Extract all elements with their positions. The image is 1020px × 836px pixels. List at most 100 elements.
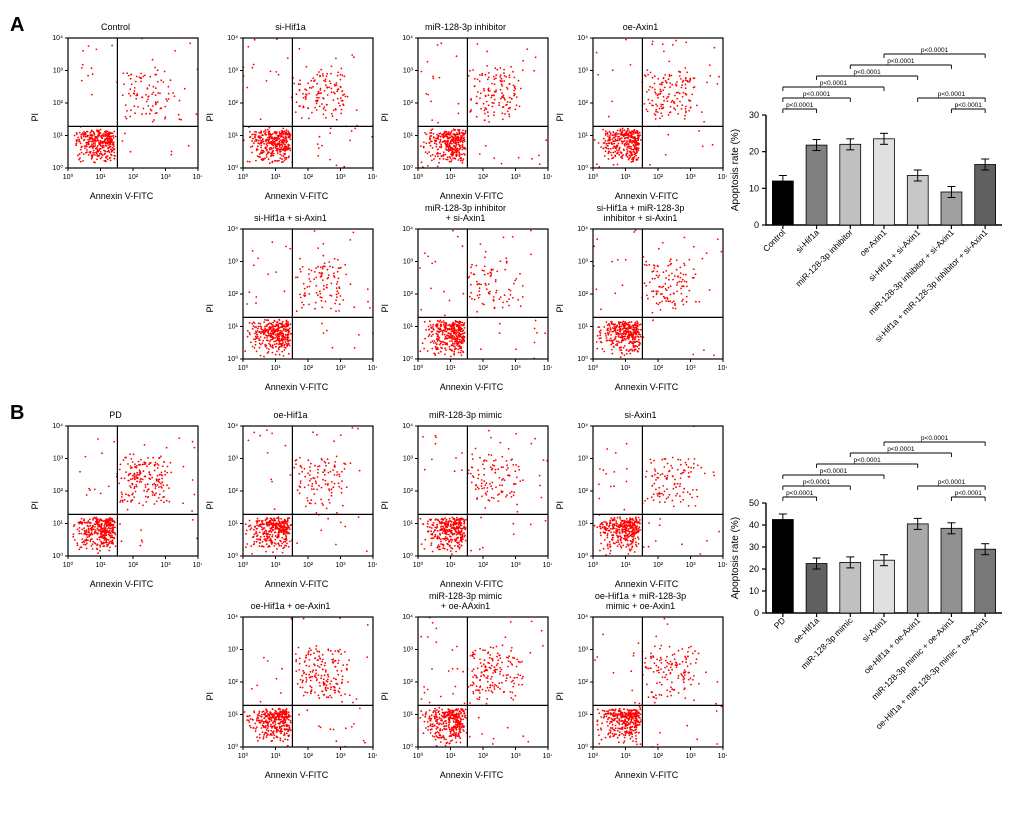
svg-text:10³: 10³ — [52, 68, 63, 75]
svg-text:p<0.0001: p<0.0001 — [786, 102, 814, 109]
svg-text:10⁰: 10⁰ — [412, 173, 423, 181]
svg-text:10¹: 10¹ — [52, 133, 63, 140]
svg-text:10⁴: 10⁴ — [227, 226, 238, 233]
svg-text:10³: 10³ — [227, 259, 238, 266]
panel-b-label: B — [10, 402, 28, 425]
x-axis-label: Annexin V-FITC — [440, 770, 504, 780]
scatter-cell: miR-128-3p inhibitor PI 10⁰10⁰10¹10¹10²1… — [378, 10, 553, 201]
svg-text:10³: 10³ — [335, 174, 346, 181]
svg-text:10³: 10³ — [160, 562, 171, 569]
x-axis-label: Annexin V-FITC — [440, 579, 504, 589]
svg-text:10²: 10² — [52, 488, 63, 495]
scatter-cell: oe-Axin1 PI 10⁰10⁰10¹10¹10²10²10³10³10⁴1… — [553, 10, 728, 201]
svg-text:10²: 10² — [227, 291, 238, 298]
scatter-title: oe-Hif1a + miR-128-3p mimic + oe-Axin1 — [595, 589, 686, 611]
svg-text:10¹: 10¹ — [402, 324, 413, 331]
svg-text:10⁰: 10⁰ — [577, 164, 588, 172]
scatter-cell: Control PI 10⁰10⁰10¹10¹10²10²10³10³10⁴10… — [28, 10, 203, 201]
svg-text:p<0.0001: p<0.0001 — [887, 58, 915, 65]
scatter-plot: 10⁰10⁰10¹10¹10²10²10³10³10⁴10⁴ — [217, 422, 377, 578]
svg-text:10¹: 10¹ — [402, 133, 413, 140]
svg-text:10³: 10³ — [335, 365, 346, 372]
svg-text:10³: 10³ — [510, 174, 521, 181]
svg-text:10¹: 10¹ — [577, 324, 588, 331]
scatter-plot: 10⁰10⁰10¹10¹10²10²10³10³10⁴10⁴ — [217, 225, 377, 381]
svg-text:10⁴: 10⁴ — [402, 226, 413, 233]
scatter-title: miR-128-3p inhibitor + si-Axin1 — [425, 201, 506, 223]
x-axis-label: Annexin V-FITC — [615, 770, 679, 780]
svg-text:10²: 10² — [302, 174, 313, 181]
scatter-title: miR-128-3p mimic — [429, 398, 502, 420]
svg-text:10²: 10² — [127, 562, 138, 569]
y-axis-label: PI — [205, 501, 215, 510]
scatter-title: oe-Axin1 — [623, 10, 659, 32]
svg-text:10³: 10³ — [577, 259, 588, 266]
svg-text:10²: 10² — [302, 365, 313, 372]
scatter-cell: si-Hif1a PI 10⁰10⁰10¹10¹10²10²10³10³10⁴1… — [203, 10, 378, 201]
svg-text:10²: 10² — [227, 100, 238, 107]
svg-text:10³: 10³ — [160, 174, 171, 181]
svg-text:10⁰: 10⁰ — [52, 552, 63, 560]
svg-text:10⁴: 10⁴ — [367, 365, 376, 372]
svg-text:10¹: 10¹ — [620, 174, 631, 181]
svg-text:10⁰: 10⁰ — [237, 173, 248, 181]
svg-text:10²: 10² — [477, 174, 488, 181]
svg-text:10¹: 10¹ — [227, 324, 238, 331]
scatter-cell: miR-128-3p mimic + oe-AAxin1 PI 10⁰10⁰10… — [378, 589, 553, 780]
svg-text:10²: 10² — [652, 365, 663, 372]
svg-text:p<0.0001: p<0.0001 — [921, 47, 949, 54]
svg-text:10⁴: 10⁴ — [402, 35, 413, 42]
svg-text:10²: 10² — [577, 291, 588, 298]
svg-text:10⁴: 10⁴ — [542, 174, 551, 181]
svg-text:10³: 10³ — [227, 68, 238, 75]
svg-text:p<0.0001: p<0.0001 — [955, 102, 983, 109]
scatter-cell: si-Hif1a + miR-128-3p inhibitor + si-Axi… — [553, 201, 728, 392]
x-axis-label: Annexin V-FITC — [440, 191, 504, 201]
panel-b: B PD PI 10⁰10⁰10¹10¹10²10²10³10³10⁴10⁴ A… — [10, 398, 1010, 780]
svg-text:10⁴: 10⁴ — [717, 174, 726, 181]
y-axis-label: PI — [555, 692, 565, 701]
bar-chart-svg: 0102030 Controlsi-Hif1amiR-128-3p inhibi… — [728, 30, 1008, 360]
svg-text:10⁰: 10⁰ — [587, 173, 598, 181]
scatter-title: si-Axin1 — [624, 398, 656, 420]
scatter-plot: 10⁰10⁰10¹10¹10²10²10³10³10⁴10⁴ — [42, 34, 202, 190]
svg-text:10⁴: 10⁴ — [52, 423, 63, 430]
scatter-title: oe-Hif1a + oe-Axin1 — [251, 589, 331, 611]
svg-text:10³: 10³ — [402, 259, 413, 266]
svg-text:10³: 10³ — [685, 365, 696, 372]
scatter-plot: 10⁰10⁰10¹10¹10²10²10³10³10⁴10⁴ — [217, 613, 377, 769]
scatter-plot: 10⁰10⁰10¹10¹10²10²10³10³10⁴10⁴ — [392, 613, 552, 769]
scatter-cell: oe-Hif1a + oe-Axin1 PI 10⁰10⁰10¹10¹10²10… — [203, 589, 378, 780]
svg-text:p<0.0001: p<0.0001 — [853, 69, 881, 76]
scatter-plot: 10⁰10⁰10¹10¹10²10²10³10³10⁴10⁴ — [567, 422, 727, 578]
svg-text:10³: 10³ — [402, 68, 413, 75]
scatter-cell: si-Hif1a + si-Axin1 PI 10⁰10⁰10¹10¹10²10… — [203, 201, 378, 392]
scatter-title: oe-Hif1a — [273, 398, 307, 420]
svg-text:10³: 10³ — [685, 174, 696, 181]
panel-a: A Control PI 10⁰10⁰10¹10¹10²10²10³10³10⁴… — [10, 10, 1010, 392]
scatter-plot: 10⁰10⁰10¹10¹10²10²10³10³10⁴10⁴ — [567, 225, 727, 381]
svg-text:10⁰: 10⁰ — [587, 364, 598, 372]
x-axis-label: Annexin V-FITC — [90, 191, 154, 201]
svg-text:10⁴: 10⁴ — [577, 35, 588, 42]
svg-text:10⁰: 10⁰ — [227, 355, 238, 363]
scatter-title: miR-128-3p mimic + oe-AAxin1 — [429, 589, 502, 611]
panel-b-scatter-grid: PD PI 10⁰10⁰10¹10¹10²10²10³10³10⁴10⁴ Ann… — [28, 398, 728, 780]
scatter-plot: 10⁰10⁰10¹10¹10²10²10³10³10⁴10⁴ — [392, 422, 552, 578]
x-axis-label: Annexin V-FITC — [615, 579, 679, 589]
svg-text:10: 10 — [749, 183, 759, 193]
scatter-title: PD — [109, 398, 122, 420]
panel-a-scatter-grid: Control PI 10⁰10⁰10¹10¹10²10²10³10³10⁴10… — [28, 10, 728, 392]
y-axis-label: PI — [555, 304, 565, 313]
svg-text:10⁰: 10⁰ — [62, 561, 73, 569]
panel-a-label: A — [10, 14, 28, 37]
y-axis-label: PI — [380, 113, 390, 122]
scatter-cell: miR-128-3p inhibitor + si-Axin1 PI 10⁰10… — [378, 201, 553, 392]
svg-text:10⁰: 10⁰ — [62, 173, 73, 181]
svg-text:10⁰: 10⁰ — [227, 164, 238, 172]
svg-text:10⁴: 10⁴ — [192, 562, 201, 569]
scatter-plot: 10⁰10⁰10¹10¹10²10²10³10³10⁴10⁴ — [392, 225, 552, 381]
svg-text:10¹: 10¹ — [95, 174, 106, 181]
svg-text:10¹: 10¹ — [52, 521, 63, 528]
svg-text:10¹: 10¹ — [270, 174, 281, 181]
